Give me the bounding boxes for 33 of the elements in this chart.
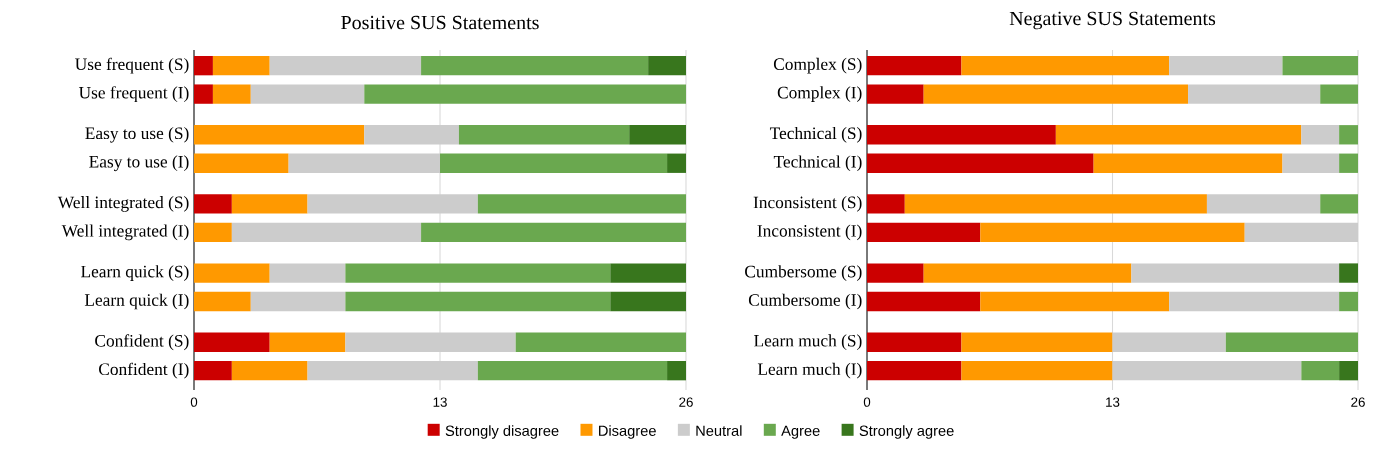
y-tick-label: Cumbersome (I) <box>748 293 862 310</box>
y-tick-label: Inconsistent (I) <box>757 224 862 241</box>
legend-label: Agree <box>781 425 820 439</box>
y-tick-label: Technical (S) <box>769 126 862 143</box>
y-tick-label: Learn much (S) <box>754 334 862 351</box>
y-tick-label: Technical (I) <box>773 155 862 172</box>
y-tick-label: Learn quick (S) <box>81 265 189 281</box>
y-tick-label: Complex (I) <box>777 86 862 102</box>
legend-label: Neutral <box>696 425 742 436</box>
y-tick-label: Complex (S) <box>773 57 862 74</box>
y-tick-label: Learn quick (I) <box>84 293 189 310</box>
chart-title: Positive SUS Statements <box>341 15 539 30</box>
y-tick-label: Well integrated (S) <box>57 196 189 212</box>
y-tick-label: Easy to use (S) <box>85 126 189 143</box>
legend-label: Strongly agree <box>859 425 954 439</box>
chart-title: Negative SUS Statements <box>1009 11 1216 30</box>
y-tick-label: Easy to use (I) <box>89 155 189 172</box>
y-tick-label: Use frequent (I) <box>78 86 189 103</box>
y-tick-label: Confident (S) <box>95 334 189 351</box>
x-tick-label: 0 <box>190 397 198 407</box>
legend-label: Disagree <box>599 425 656 439</box>
y-tick-label: Use frequent (S) <box>75 57 189 74</box>
y-tick-label: Inconsistent (S) <box>753 196 862 212</box>
y-tick-label: Well integrated (I) <box>61 224 189 241</box>
y-tick-label: Confident (I) <box>99 362 189 379</box>
legend-label: Strongly disagree <box>445 425 559 439</box>
y-tick-label: Cumbersome (S) <box>745 265 862 281</box>
x-tick-label: 26 <box>1351 397 1365 407</box>
x-tick-label: 0 <box>863 397 871 407</box>
y-tick-label: Learn much (I) <box>757 362 862 379</box>
x-tick-label: 13 <box>1106 397 1120 407</box>
x-tick-label: 13 <box>433 397 447 407</box>
x-tick-label: 26 <box>679 397 693 407</box>
